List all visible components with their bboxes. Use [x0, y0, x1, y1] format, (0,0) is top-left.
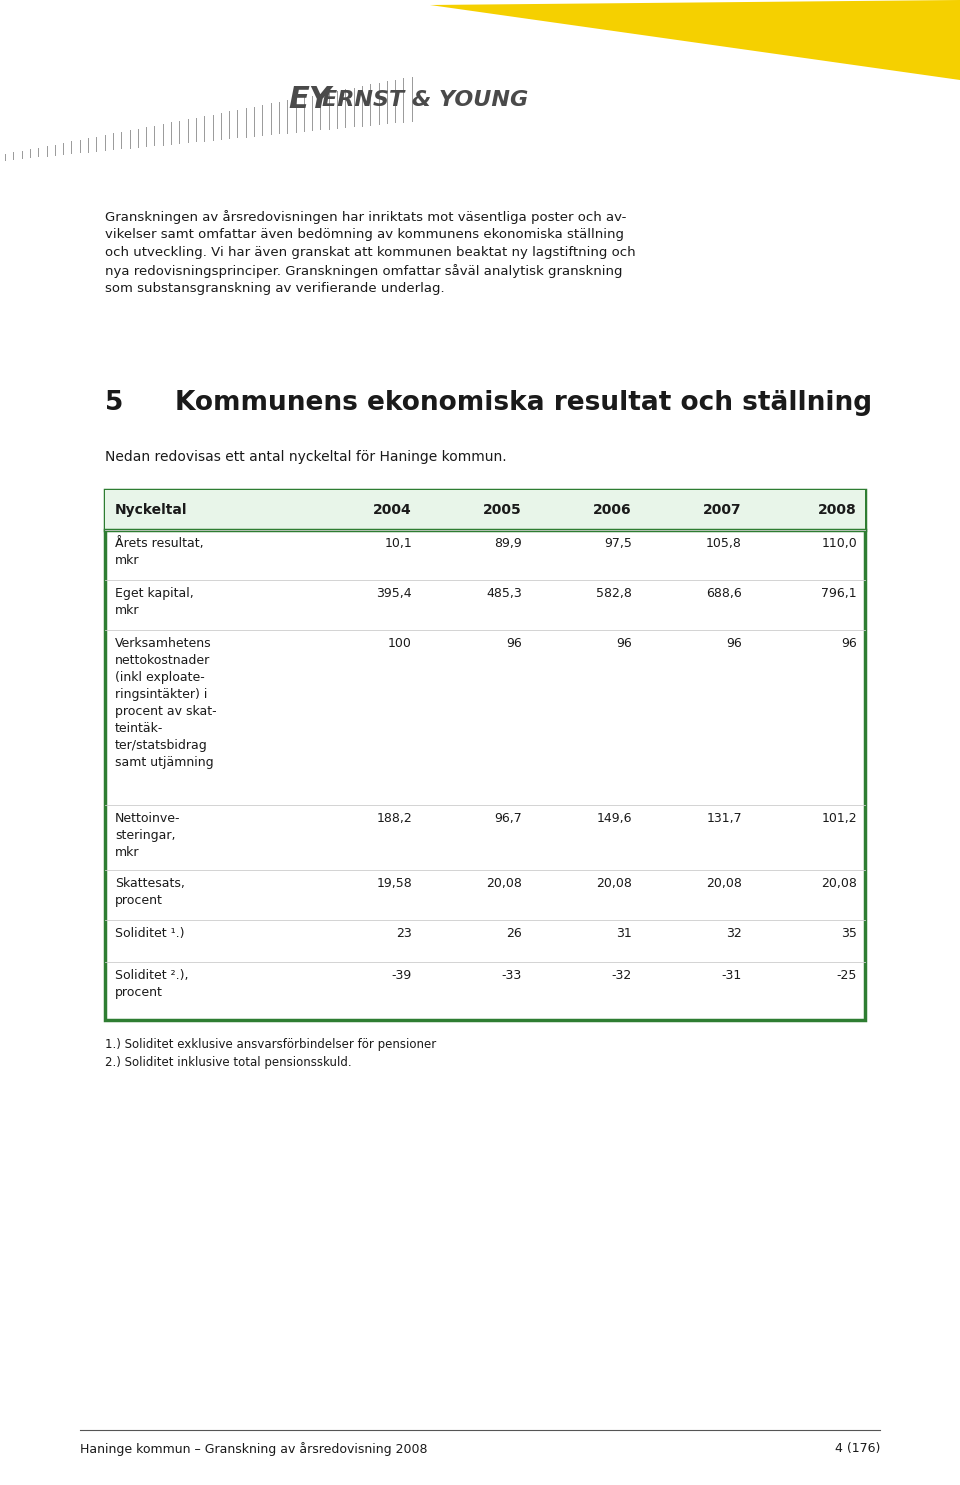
Text: -39: -39	[392, 970, 412, 982]
Text: ERNST & YOUNG: ERNST & YOUNG	[322, 91, 528, 110]
Text: nya redovisningsprinciper. Granskningen omfattar såväl analytisk granskning: nya redovisningsprinciper. Granskningen …	[105, 264, 622, 278]
Text: vikelser samt omfattar även bedömning av kommunens ekonomiska ställning: vikelser samt omfattar även bedömning av…	[105, 229, 624, 241]
Text: Verksamhetens
nettokostnader
(inkl exploate-
ringsintäkter) i
procent av skat-
t: Verksamhetens nettokostnader (inkl explo…	[115, 637, 217, 769]
Text: 582,8: 582,8	[596, 587, 632, 600]
Text: 10,1: 10,1	[384, 538, 412, 549]
Text: 96: 96	[727, 637, 742, 650]
Text: och utveckling. Vi har även granskat att kommunen beaktat ny lagstiftning och: och utveckling. Vi har även granskat att…	[105, 247, 636, 258]
Text: 395,4: 395,4	[376, 587, 412, 600]
Text: 20,08: 20,08	[486, 878, 522, 890]
Text: Nettoinve-
steringar,
mkr: Nettoinve- steringar, mkr	[115, 812, 180, 858]
Text: 105,8: 105,8	[707, 538, 742, 549]
Text: som substansgranskning av verifierande underlag.: som substansgranskning av verifierande u…	[105, 282, 444, 296]
Text: 23: 23	[396, 927, 412, 940]
Text: EY: EY	[288, 86, 331, 114]
Text: Nyckeltal: Nyckeltal	[115, 503, 187, 517]
Text: 32: 32	[727, 927, 742, 940]
Text: 96: 96	[506, 637, 522, 650]
Text: 149,6: 149,6	[596, 812, 632, 826]
Polygon shape	[430, 0, 960, 80]
Text: 110,0: 110,0	[821, 538, 857, 549]
Text: -31: -31	[722, 970, 742, 982]
Text: 19,58: 19,58	[376, 878, 412, 890]
Text: 2008: 2008	[818, 503, 857, 517]
Text: 20,08: 20,08	[821, 878, 857, 890]
Text: Haninge kommun – Granskning av årsredovisning 2008: Haninge kommun – Granskning av årsredovi…	[80, 1442, 427, 1455]
Text: 89,9: 89,9	[494, 538, 522, 549]
Text: Skattesats,
procent: Skattesats, procent	[115, 878, 185, 907]
Text: 100: 100	[388, 637, 412, 650]
Text: 5: 5	[105, 391, 124, 416]
Text: Kommunens ekonomiska resultat och ställning: Kommunens ekonomiska resultat och ställn…	[175, 391, 872, 416]
Bar	[105, 490, 865, 530]
Text: Nedan redovisas ett antal nyckeltal för Haninge kommun.: Nedan redovisas ett antal nyckeltal för …	[105, 450, 507, 463]
Text: Eget kapital,
mkr: Eget kapital, mkr	[115, 587, 194, 616]
Text: 2007: 2007	[704, 503, 742, 517]
Text: Soliditet ¹.): Soliditet ¹.)	[115, 927, 184, 940]
Text: Granskningen av årsredovisningen har inriktats mot väsentliga poster och av-: Granskningen av årsredovisningen har inr…	[105, 209, 626, 224]
Text: 2004: 2004	[373, 503, 412, 517]
Text: -33: -33	[502, 970, 522, 982]
Text: 101,2: 101,2	[822, 812, 857, 826]
Text: 2006: 2006	[593, 503, 632, 517]
Bar	[105, 490, 865, 1020]
Text: 485,3: 485,3	[487, 587, 522, 600]
Text: 4 (176): 4 (176)	[834, 1442, 880, 1455]
Text: 35: 35	[841, 927, 857, 940]
Text: 1.) Soliditet exklusive ansvarsförbindelser för pensioner: 1.) Soliditet exklusive ansvarsförbindel…	[105, 1038, 436, 1051]
Text: 796,1: 796,1	[822, 587, 857, 600]
Text: 688,6: 688,6	[707, 587, 742, 600]
Text: 26: 26	[506, 927, 522, 940]
Text: 31: 31	[616, 927, 632, 940]
Text: -25: -25	[836, 970, 857, 982]
Text: -32: -32	[612, 970, 632, 982]
Text: 2005: 2005	[483, 503, 522, 517]
Text: 2.) Soliditet inklusive total pensionsskuld.: 2.) Soliditet inklusive total pensionssk…	[105, 1056, 351, 1069]
Text: 96: 96	[841, 637, 857, 650]
Text: 96,7: 96,7	[494, 812, 522, 826]
Text: 20,08: 20,08	[596, 878, 632, 890]
Text: 188,2: 188,2	[376, 812, 412, 826]
Text: 96: 96	[616, 637, 632, 650]
Text: 131,7: 131,7	[707, 812, 742, 826]
Text: Soliditet ².),
procent: Soliditet ².), procent	[115, 970, 188, 999]
Text: Årets resultat,
mkr: Årets resultat, mkr	[115, 538, 204, 567]
Text: 20,08: 20,08	[707, 878, 742, 890]
Text: 97,5: 97,5	[604, 538, 632, 549]
